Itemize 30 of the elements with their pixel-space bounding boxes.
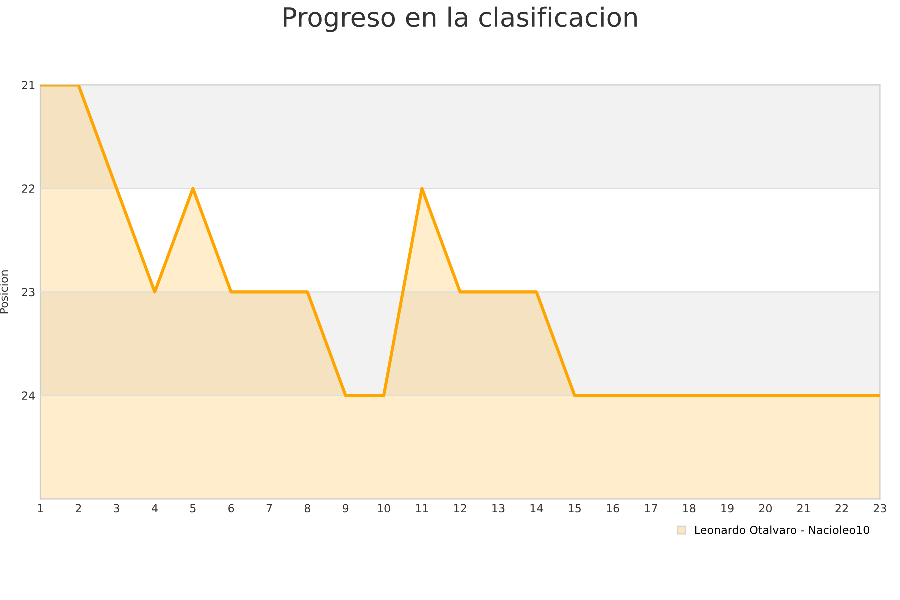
y-tick-label: 21 [22, 81, 35, 90]
x-tick-label: 1 [38, 504, 44, 513]
x-tick-label: 8 [304, 504, 310, 513]
legend-label: Leonardo Otalvaro - Nacioleo10 [696, 526, 870, 534]
x-tick-label: 16 [607, 504, 620, 513]
x-tick-label: 17 [645, 504, 658, 513]
x-tick-label: 20 [759, 504, 772, 513]
x-tick-label: 19 [722, 504, 734, 513]
y-tick-label: 24 [22, 392, 36, 400]
x-tick-label: 4 [152, 504, 158, 513]
x-tick-label: 14 [530, 504, 544, 513]
x-tick-label: 15 [569, 504, 581, 513]
x-tick-label: 2 [76, 504, 82, 513]
x-tick-label: 18 [684, 504, 696, 513]
y-axis-title: Posicion [0, 270, 8, 314]
x-tick-label: 21 [798, 504, 810, 513]
x-tick-label: 7 [266, 504, 272, 513]
x-tick-label: 22 [836, 504, 848, 513]
x-tick-label: 10 [378, 504, 390, 513]
x-tick-label: 6 [228, 504, 234, 513]
x-tick-label: 13 [492, 504, 505, 513]
x-tick-label: 3 [114, 504, 120, 513]
chart-title: Progreso en la clasificacion [284, 6, 637, 32]
x-tick-label: 23 [874, 504, 886, 513]
x-tick-label: 5 [190, 504, 196, 513]
x-tick-label: 9 [343, 504, 349, 513]
y-tick-label: 22 [22, 184, 35, 193]
x-tick-label: 11 [416, 504, 428, 513]
x-tick-label: 12 [454, 504, 466, 513]
y-tick-label: 23 [22, 288, 35, 297]
